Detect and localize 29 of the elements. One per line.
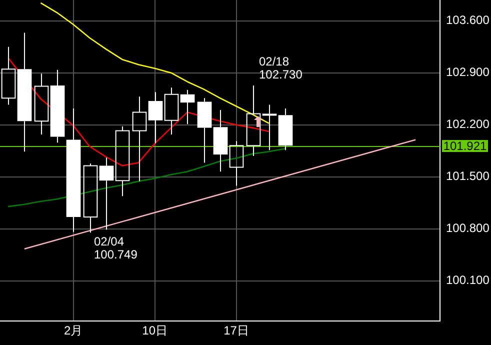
candlestick	[197, 98, 212, 164]
y-tick-label: 102.200	[446, 117, 490, 132]
y-tick-label: 100.800	[446, 221, 490, 236]
annotation: 02/04 100.749	[94, 234, 138, 262]
candlestick	[164, 87, 179, 135]
x-tick-label: 2月	[64, 324, 83, 338]
x-tick-label: 10日	[142, 324, 168, 338]
candlestick	[246, 84, 261, 157]
candlestick	[132, 96, 147, 182]
candlestick	[83, 162, 98, 234]
ref-line-label: 101.921	[443, 138, 488, 153]
y-tick-label: 101.500	[446, 169, 490, 184]
annotation: 02/18 102.730	[259, 54, 303, 82]
y-tick-label: 100.100	[446, 273, 490, 288]
candlestick	[34, 73, 49, 135]
candlestick	[213, 109, 228, 172]
candlestick	[180, 89, 195, 125]
candlestick	[262, 104, 277, 151]
y-tick-label: 102.900	[446, 65, 490, 80]
candlestick	[99, 157, 114, 230]
candlestick	[278, 108, 293, 151]
x-tick-label: 17日	[224, 324, 249, 338]
candlestick	[115, 126, 130, 197]
y-tick-label: 103.600	[446, 13, 490, 28]
candlestick	[148, 92, 163, 144]
candlestick	[1, 46, 16, 106]
candlestick	[229, 140, 244, 186]
candlestick	[50, 69, 65, 144]
candlestick	[17, 32, 32, 152]
